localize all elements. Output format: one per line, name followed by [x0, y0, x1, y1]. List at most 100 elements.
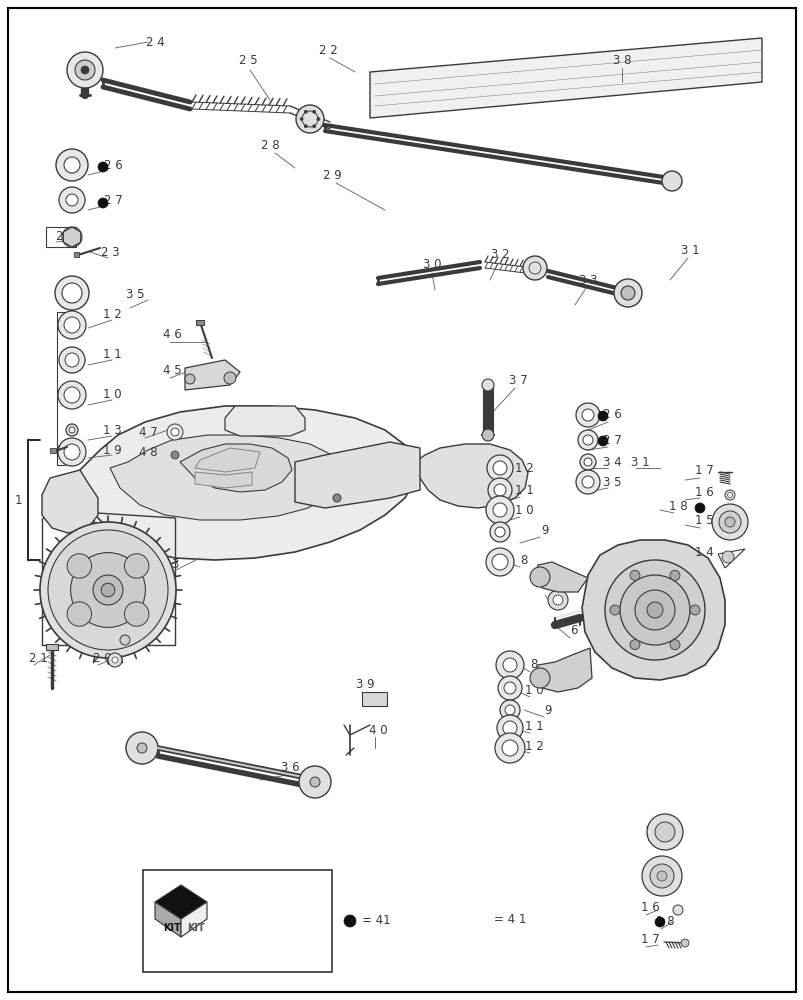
Circle shape [299, 766, 331, 798]
Circle shape [59, 347, 85, 373]
Text: 1: 1 [14, 493, 22, 506]
Circle shape [711, 504, 747, 540]
Text: 2 9: 2 9 [322, 169, 341, 182]
Text: 8: 8 [530, 658, 537, 672]
Circle shape [487, 478, 512, 502]
Text: 2 4: 2 4 [145, 36, 164, 49]
Circle shape [492, 461, 507, 475]
Text: 3 8: 3 8 [612, 54, 630, 67]
Circle shape [56, 149, 88, 181]
Circle shape [332, 494, 340, 502]
Circle shape [597, 411, 607, 421]
Circle shape [609, 605, 619, 615]
Circle shape [495, 527, 504, 537]
Polygon shape [185, 360, 240, 390]
Text: 7: 7 [553, 593, 561, 606]
Bar [361, 692, 386, 706]
Text: 4 5: 4 5 [162, 363, 181, 376]
Text: 1 0: 1 0 [514, 504, 532, 516]
Text: 3 2: 3 2 [490, 248, 508, 261]
Text: 3 1: 3 1 [680, 243, 699, 256]
Circle shape [64, 157, 80, 173]
Circle shape [64, 317, 80, 333]
Circle shape [485, 548, 513, 576]
Text: 8: 8 [520, 554, 527, 566]
Text: 6: 6 [569, 624, 577, 637]
Circle shape [64, 387, 80, 403]
Circle shape [529, 668, 549, 688]
Text: 3 7: 3 7 [508, 373, 527, 386]
Circle shape [583, 458, 591, 466]
Text: 1 5: 1 5 [640, 869, 658, 882]
Circle shape [171, 451, 179, 459]
Circle shape [661, 171, 681, 191]
Circle shape [597, 436, 607, 446]
Text: 2 8: 2 8 [260, 139, 279, 152]
Text: 1 0: 1 0 [524, 684, 543, 696]
Polygon shape [181, 902, 206, 937]
Circle shape [300, 118, 303, 121]
Circle shape [58, 381, 86, 409]
Circle shape [492, 503, 507, 517]
Polygon shape [195, 472, 251, 488]
Circle shape [604, 560, 704, 660]
Polygon shape [195, 448, 259, 472]
Circle shape [62, 283, 82, 303]
Text: 3 5: 3 5 [125, 288, 144, 302]
Circle shape [67, 602, 92, 626]
Circle shape [65, 353, 79, 367]
Circle shape [672, 905, 683, 915]
Circle shape [495, 733, 524, 763]
Circle shape [67, 52, 103, 88]
Bar [46, 227, 76, 247]
Text: 1 5: 1 5 [694, 514, 712, 526]
Polygon shape [80, 406, 414, 560]
Text: 1 8: 1 8 [668, 500, 687, 514]
Circle shape [112, 657, 118, 663]
Bar [143, 870, 332, 972]
Circle shape [642, 856, 681, 896]
Circle shape [582, 435, 593, 445]
Text: 2 7: 2 7 [602, 434, 621, 446]
Text: 2 2: 2 2 [55, 231, 75, 243]
Bar [196, 320, 204, 325]
Circle shape [124, 554, 149, 578]
Text: 2 6: 2 6 [104, 159, 122, 172]
Polygon shape [369, 38, 761, 118]
Circle shape [62, 227, 82, 247]
Circle shape [656, 871, 666, 881]
Circle shape [344, 915, 356, 927]
Text: 4 9: 4 9 [112, 634, 130, 647]
Text: KIT: KIT [187, 923, 205, 933]
Text: 2 0: 2 0 [92, 652, 111, 664]
Text: 4 6: 4 6 [162, 328, 181, 342]
Text: 3: 3 [171, 558, 178, 572]
Text: 3 3: 3 3 [578, 273, 597, 286]
Circle shape [69, 427, 75, 433]
Circle shape [581, 409, 593, 421]
Circle shape [654, 917, 664, 927]
Circle shape [577, 430, 597, 450]
Circle shape [721, 551, 733, 563]
Circle shape [126, 732, 158, 764]
Polygon shape [63, 227, 80, 247]
Text: 1 4: 1 4 [644, 825, 662, 838]
Circle shape [489, 522, 509, 542]
Circle shape [649, 864, 673, 888]
Circle shape [482, 429, 493, 441]
Circle shape [101, 583, 115, 597]
Text: 1 3: 1 3 [103, 424, 121, 436]
Text: 2 3: 2 3 [100, 245, 119, 258]
Text: 4 8: 4 8 [138, 446, 157, 458]
Circle shape [316, 118, 320, 121]
Circle shape [108, 653, 122, 667]
Text: 1 2: 1 2 [524, 740, 543, 754]
Circle shape [171, 428, 179, 436]
Circle shape [224, 372, 236, 384]
Polygon shape [534, 648, 591, 692]
Text: = 41: = 41 [361, 914, 390, 927]
Circle shape [496, 715, 522, 741]
Circle shape [485, 496, 513, 524]
Circle shape [504, 705, 515, 715]
Text: 1 6: 1 6 [640, 901, 658, 914]
